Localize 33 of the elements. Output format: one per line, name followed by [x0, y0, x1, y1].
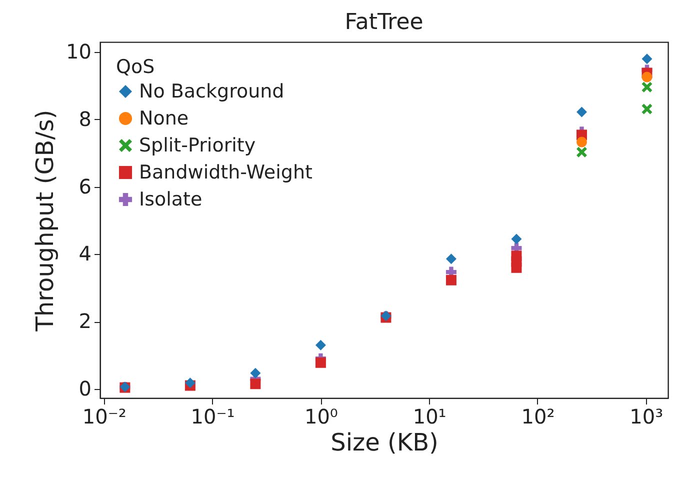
x-tick-label: 10²	[521, 404, 555, 428]
x-tick-label: 10⁻²	[82, 404, 126, 428]
y-tick-label: 0	[78, 376, 92, 400]
x-tick-label: 10⁻¹	[190, 404, 235, 428]
x-tick-label: 10¹	[412, 404, 446, 428]
point	[576, 106, 587, 118]
point	[250, 378, 261, 390]
y-tick-label: 6	[78, 174, 92, 198]
point	[446, 274, 456, 286]
y-axis-title: Throughput (GB/s)	[31, 110, 60, 332]
point	[184, 378, 196, 388]
y-tick-label: 2	[78, 309, 92, 334]
point	[511, 234, 522, 244]
point	[250, 368, 261, 378]
legend-label: None	[139, 108, 189, 130]
legend-label: Split-Priority	[139, 134, 256, 156]
point	[315, 340, 326, 350]
legend-title: QoS	[116, 56, 155, 78]
point	[642, 54, 652, 64]
point	[315, 357, 326, 368]
x-tick-label: 10³	[630, 404, 664, 428]
point	[446, 254, 456, 264]
legend-label: No Background	[139, 80, 284, 102]
y-tick-label: 10	[66, 40, 92, 64]
y-tick-label: 4	[78, 242, 92, 266]
x-tick-label: 10⁰	[304, 404, 338, 428]
point	[576, 136, 587, 148]
legend-label: Isolate	[139, 188, 202, 210]
legend-label: Bandwidth-Weight	[139, 162, 312, 184]
chart-title: FatTree	[344, 10, 424, 35]
y-tick-label: 8	[78, 106, 92, 131]
point	[642, 72, 652, 82]
x-axis-title: Size (KB)	[330, 428, 438, 456]
